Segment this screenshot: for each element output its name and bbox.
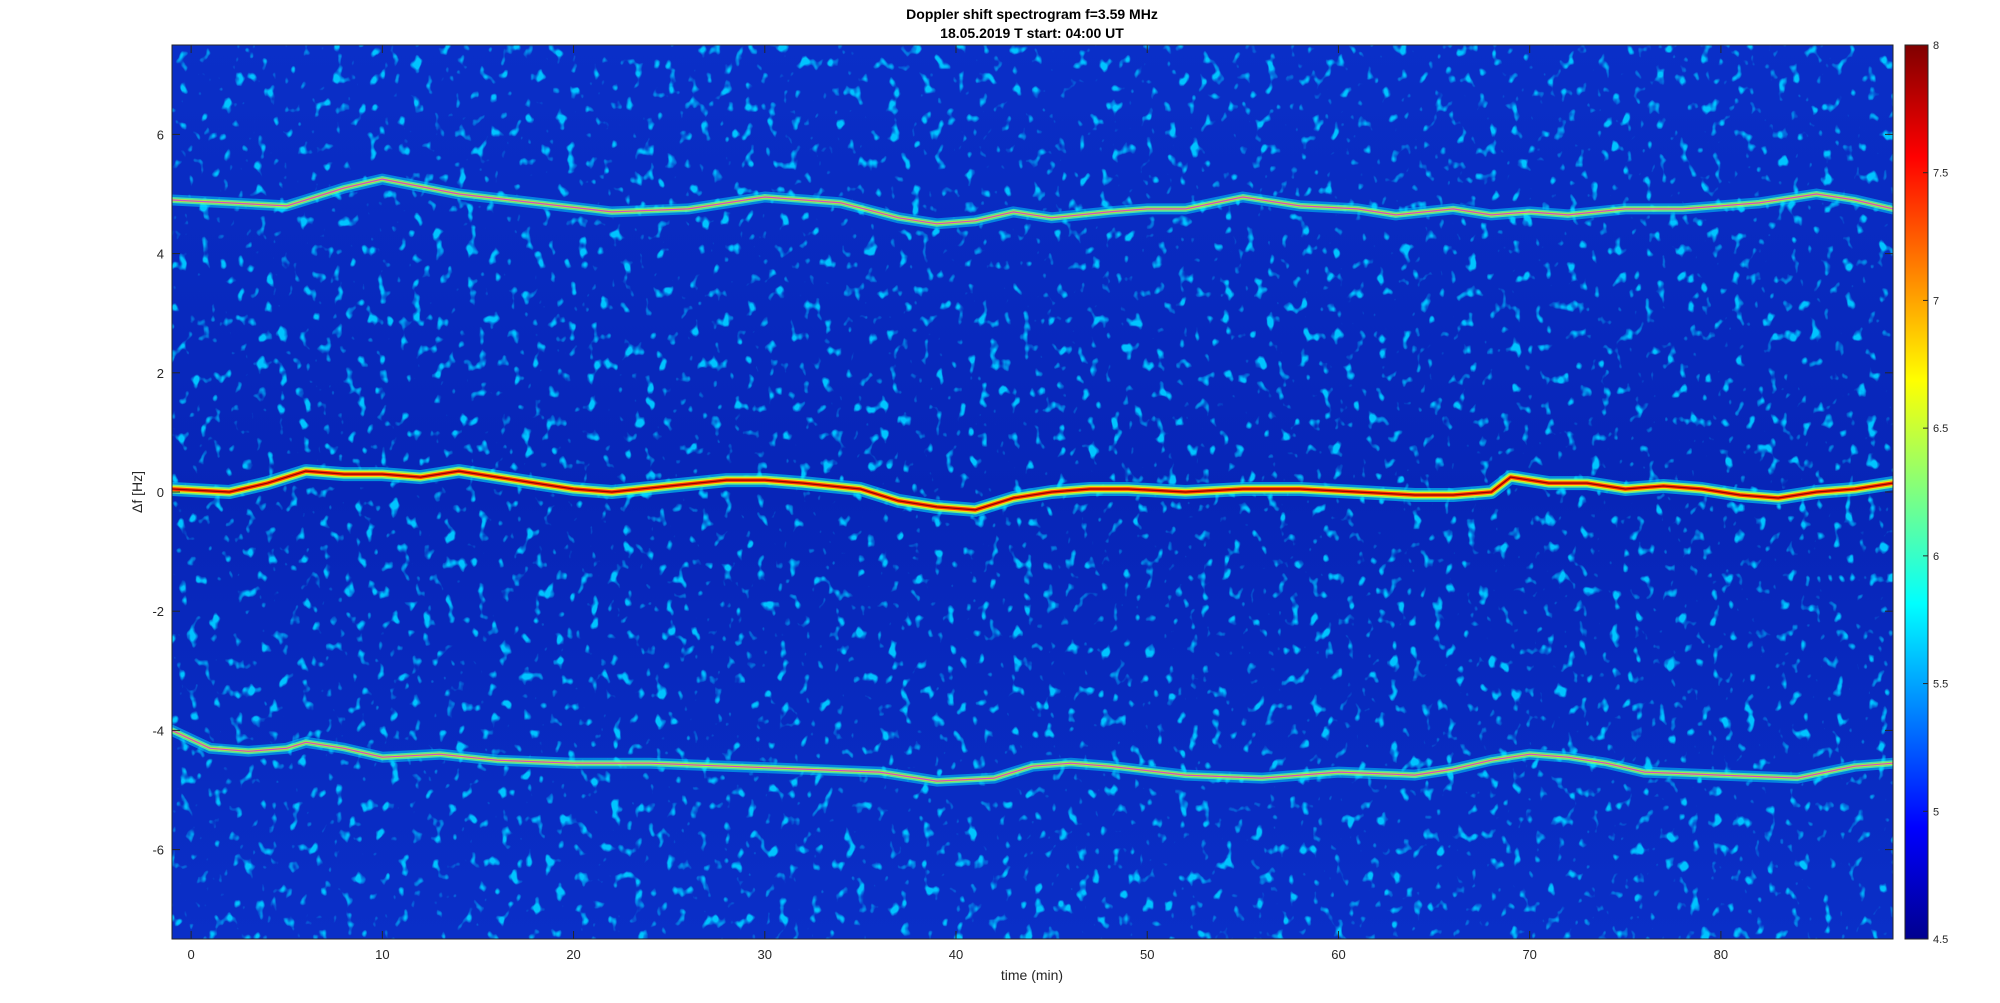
colorbar-tick-label: 5: [1933, 806, 1939, 818]
y-tick-label: 2: [157, 366, 164, 381]
colorbar-tick-label: 8: [1933, 40, 1939, 52]
x-tick-label: 30: [758, 947, 772, 962]
y-tick-label: 6: [157, 127, 164, 142]
x-axis-label: time (min): [1001, 967, 1063, 983]
colorbar: 4.5 5 5.5 6 6.5 7 7.5 8: [1904, 40, 1948, 946]
x-tick-label: 70: [1522, 947, 1536, 962]
y-tick-label: 4: [157, 247, 164, 262]
x-axis: 0 10 20 30 40 50 60 70 80: [188, 45, 1728, 962]
doppler-trace-1-band-4: [172, 178, 1893, 225]
colorbar-tick-label: 6: [1933, 551, 1939, 563]
spectrogram-plot-area: [171, 44, 1894, 940]
x-tick-label: 50: [1140, 947, 1154, 962]
y-axis: -6 -4 -2 0 2 4 6: [152, 127, 1893, 858]
y-tick-label: -6: [152, 843, 164, 858]
doppler-trace-1: [172, 173, 1893, 230]
doppler-trace-layer: [172, 173, 1893, 787]
y-axis-label: Δf [Hz]: [129, 471, 145, 513]
colorbar-tick-label: 6.5: [1933, 423, 1948, 435]
x-tick-label: 20: [566, 947, 580, 962]
colorbar-tick-label: 7.5: [1933, 168, 1948, 180]
colorbar-tick-label: 5.5: [1933, 679, 1948, 691]
x-tick-label: 0: [188, 947, 195, 962]
x-tick-label: 80: [1714, 947, 1728, 962]
doppler-trace-3: [172, 724, 1893, 787]
y-tick-label: -2: [152, 604, 164, 619]
chart-title: Doppler shift spectrogram f=3.59 MHz: [906, 6, 1158, 22]
doppler-trace-3-band-4: [172, 729, 1893, 782]
x-tick-label: 60: [1331, 947, 1345, 962]
colorbar-tick-label: 4.5: [1933, 934, 1948, 946]
x-tick-label: 10: [375, 947, 389, 962]
colorbar-ticks: 4.5 5 5.5 6 6.5 7 7.5 8: [1923, 40, 1948, 946]
doppler-trace-2-band-5: [172, 470, 1893, 511]
doppler-trace-2: [172, 464, 1893, 517]
y-tick-label: -4: [152, 723, 164, 738]
colorbar-gradient: [1904, 44, 1929, 940]
y-tick-label: 0: [157, 485, 164, 500]
x-tick-label: 40: [949, 947, 963, 962]
chart-subtitle: 18.05.2019 T start: 04:00 UT: [940, 25, 1124, 41]
colorbar-tick-label: 7: [1933, 295, 1939, 307]
